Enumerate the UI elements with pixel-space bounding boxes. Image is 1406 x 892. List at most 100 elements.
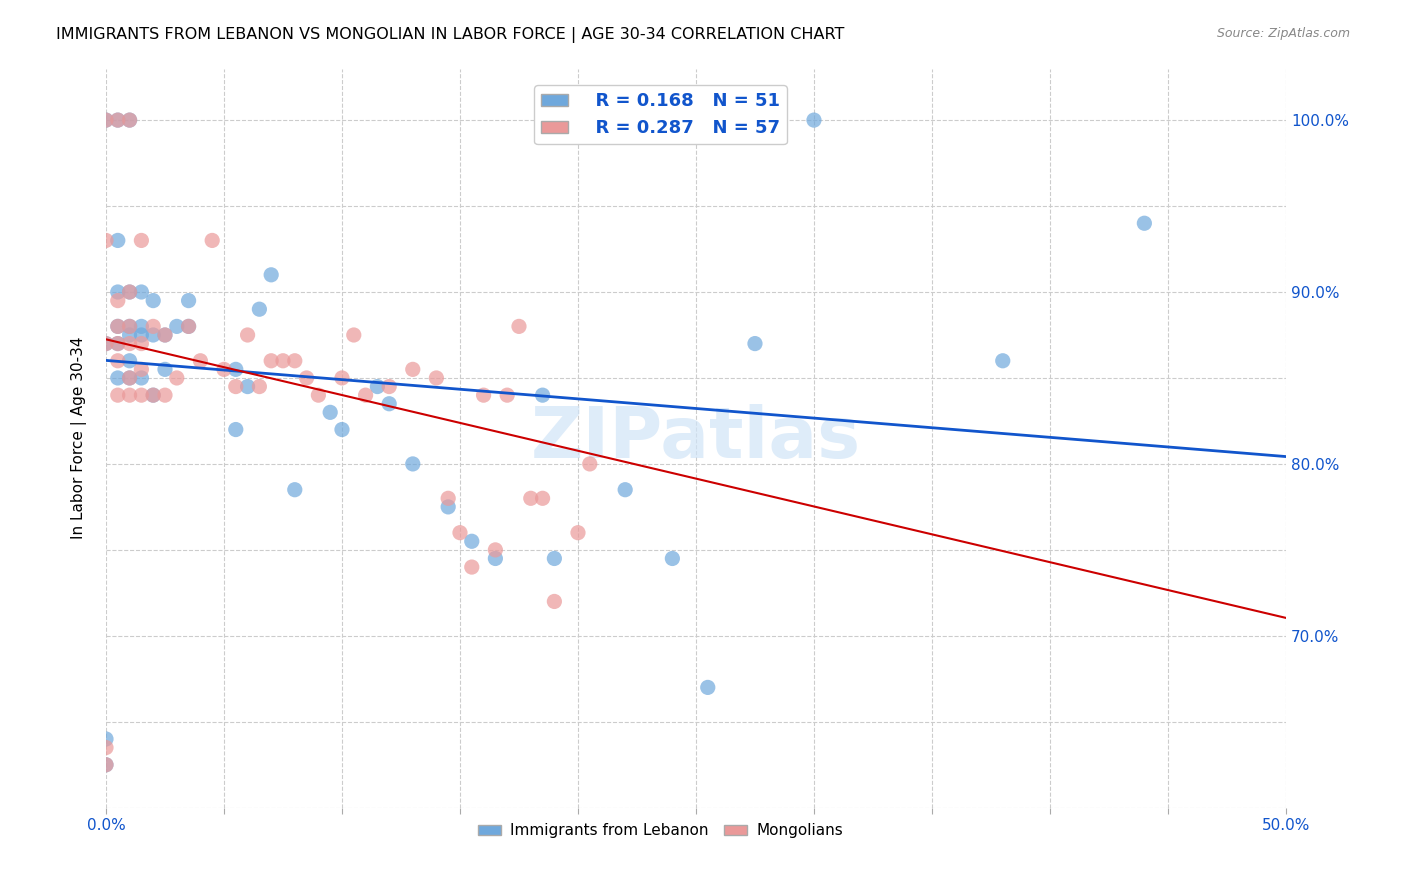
Point [107, 336, 129, 351]
Point [508, 319, 530, 334]
Point [153, 362, 176, 376]
Point [437, 500, 460, 514]
Point [696, 681, 718, 695]
Point [94, 336, 117, 351]
Point [236, 379, 259, 393]
Point [107, 234, 129, 248]
Point [142, 388, 165, 402]
Point [354, 388, 377, 402]
Point [107, 113, 129, 128]
Point [614, 483, 637, 497]
Point [153, 328, 176, 343]
Point [131, 388, 153, 402]
Point [484, 551, 506, 566]
Point [107, 113, 129, 128]
Point [567, 525, 589, 540]
Point [378, 397, 401, 411]
Point [591, 113, 613, 128]
Point [107, 388, 129, 402]
Point [330, 423, 353, 437]
Point [260, 268, 283, 282]
Point [496, 388, 519, 402]
Point [461, 534, 484, 549]
Point [107, 293, 129, 308]
Point [142, 388, 165, 402]
Point [190, 353, 212, 368]
Point [118, 353, 141, 368]
Point [153, 328, 176, 343]
Point [166, 371, 188, 385]
Point [201, 234, 224, 248]
Point [177, 319, 200, 334]
Point [578, 457, 600, 471]
Point [484, 542, 506, 557]
Point [118, 285, 141, 299]
Text: ZIPatlas: ZIPatlas [531, 404, 860, 473]
Point [166, 319, 188, 334]
Point [177, 319, 200, 334]
Point [94, 234, 117, 248]
Point [118, 388, 141, 402]
Point [94, 757, 117, 772]
Point [142, 293, 165, 308]
Point [247, 379, 270, 393]
Point [402, 362, 425, 376]
Point [153, 388, 176, 402]
Point [543, 594, 565, 608]
Point [131, 285, 153, 299]
Point [472, 388, 495, 402]
Point [131, 234, 153, 248]
Text: IMMIGRANTS FROM LEBANON VS MONGOLIAN IN LABOR FORCE | AGE 30-34 CORRELATION CHAR: IMMIGRANTS FROM LEBANON VS MONGOLIAN IN … [56, 27, 845, 43]
Point [107, 336, 129, 351]
Point [343, 328, 366, 343]
Point [107, 319, 129, 334]
Point [118, 319, 141, 334]
Point [330, 371, 353, 385]
Point [118, 371, 141, 385]
Point [177, 293, 200, 308]
Point [142, 328, 165, 343]
Point [543, 551, 565, 566]
Point [803, 113, 825, 128]
Point [142, 319, 165, 334]
Point [1133, 216, 1156, 230]
Point [425, 371, 447, 385]
Point [271, 353, 294, 368]
Point [461, 560, 484, 574]
Point [295, 371, 318, 385]
Point [94, 113, 117, 128]
Point [94, 731, 117, 746]
Point [225, 423, 247, 437]
Point [236, 328, 259, 343]
Point [744, 336, 766, 351]
Legend: Immigrants from Lebanon, Mongolians: Immigrants from Lebanon, Mongolians [472, 817, 849, 845]
Point [131, 362, 153, 376]
Point [118, 371, 141, 385]
Point [107, 353, 129, 368]
Point [107, 371, 129, 385]
Point [118, 113, 141, 128]
Point [94, 336, 117, 351]
Point [225, 379, 247, 393]
Point [94, 740, 117, 755]
Point [319, 405, 342, 419]
Text: Source: ZipAtlas.com: Source: ZipAtlas.com [1216, 27, 1350, 40]
Point [437, 491, 460, 506]
Point [94, 757, 117, 772]
Point [307, 388, 329, 402]
Point [284, 353, 307, 368]
Point [284, 483, 307, 497]
Point [531, 491, 554, 506]
Point [118, 336, 141, 351]
Point [260, 353, 283, 368]
Point [118, 328, 141, 343]
Point [118, 285, 141, 299]
Point [449, 525, 471, 540]
Point [366, 379, 388, 393]
Point [118, 113, 141, 128]
Point [131, 328, 153, 343]
Point [131, 319, 153, 334]
Point [520, 491, 543, 506]
Point [378, 379, 401, 393]
Point [531, 388, 554, 402]
